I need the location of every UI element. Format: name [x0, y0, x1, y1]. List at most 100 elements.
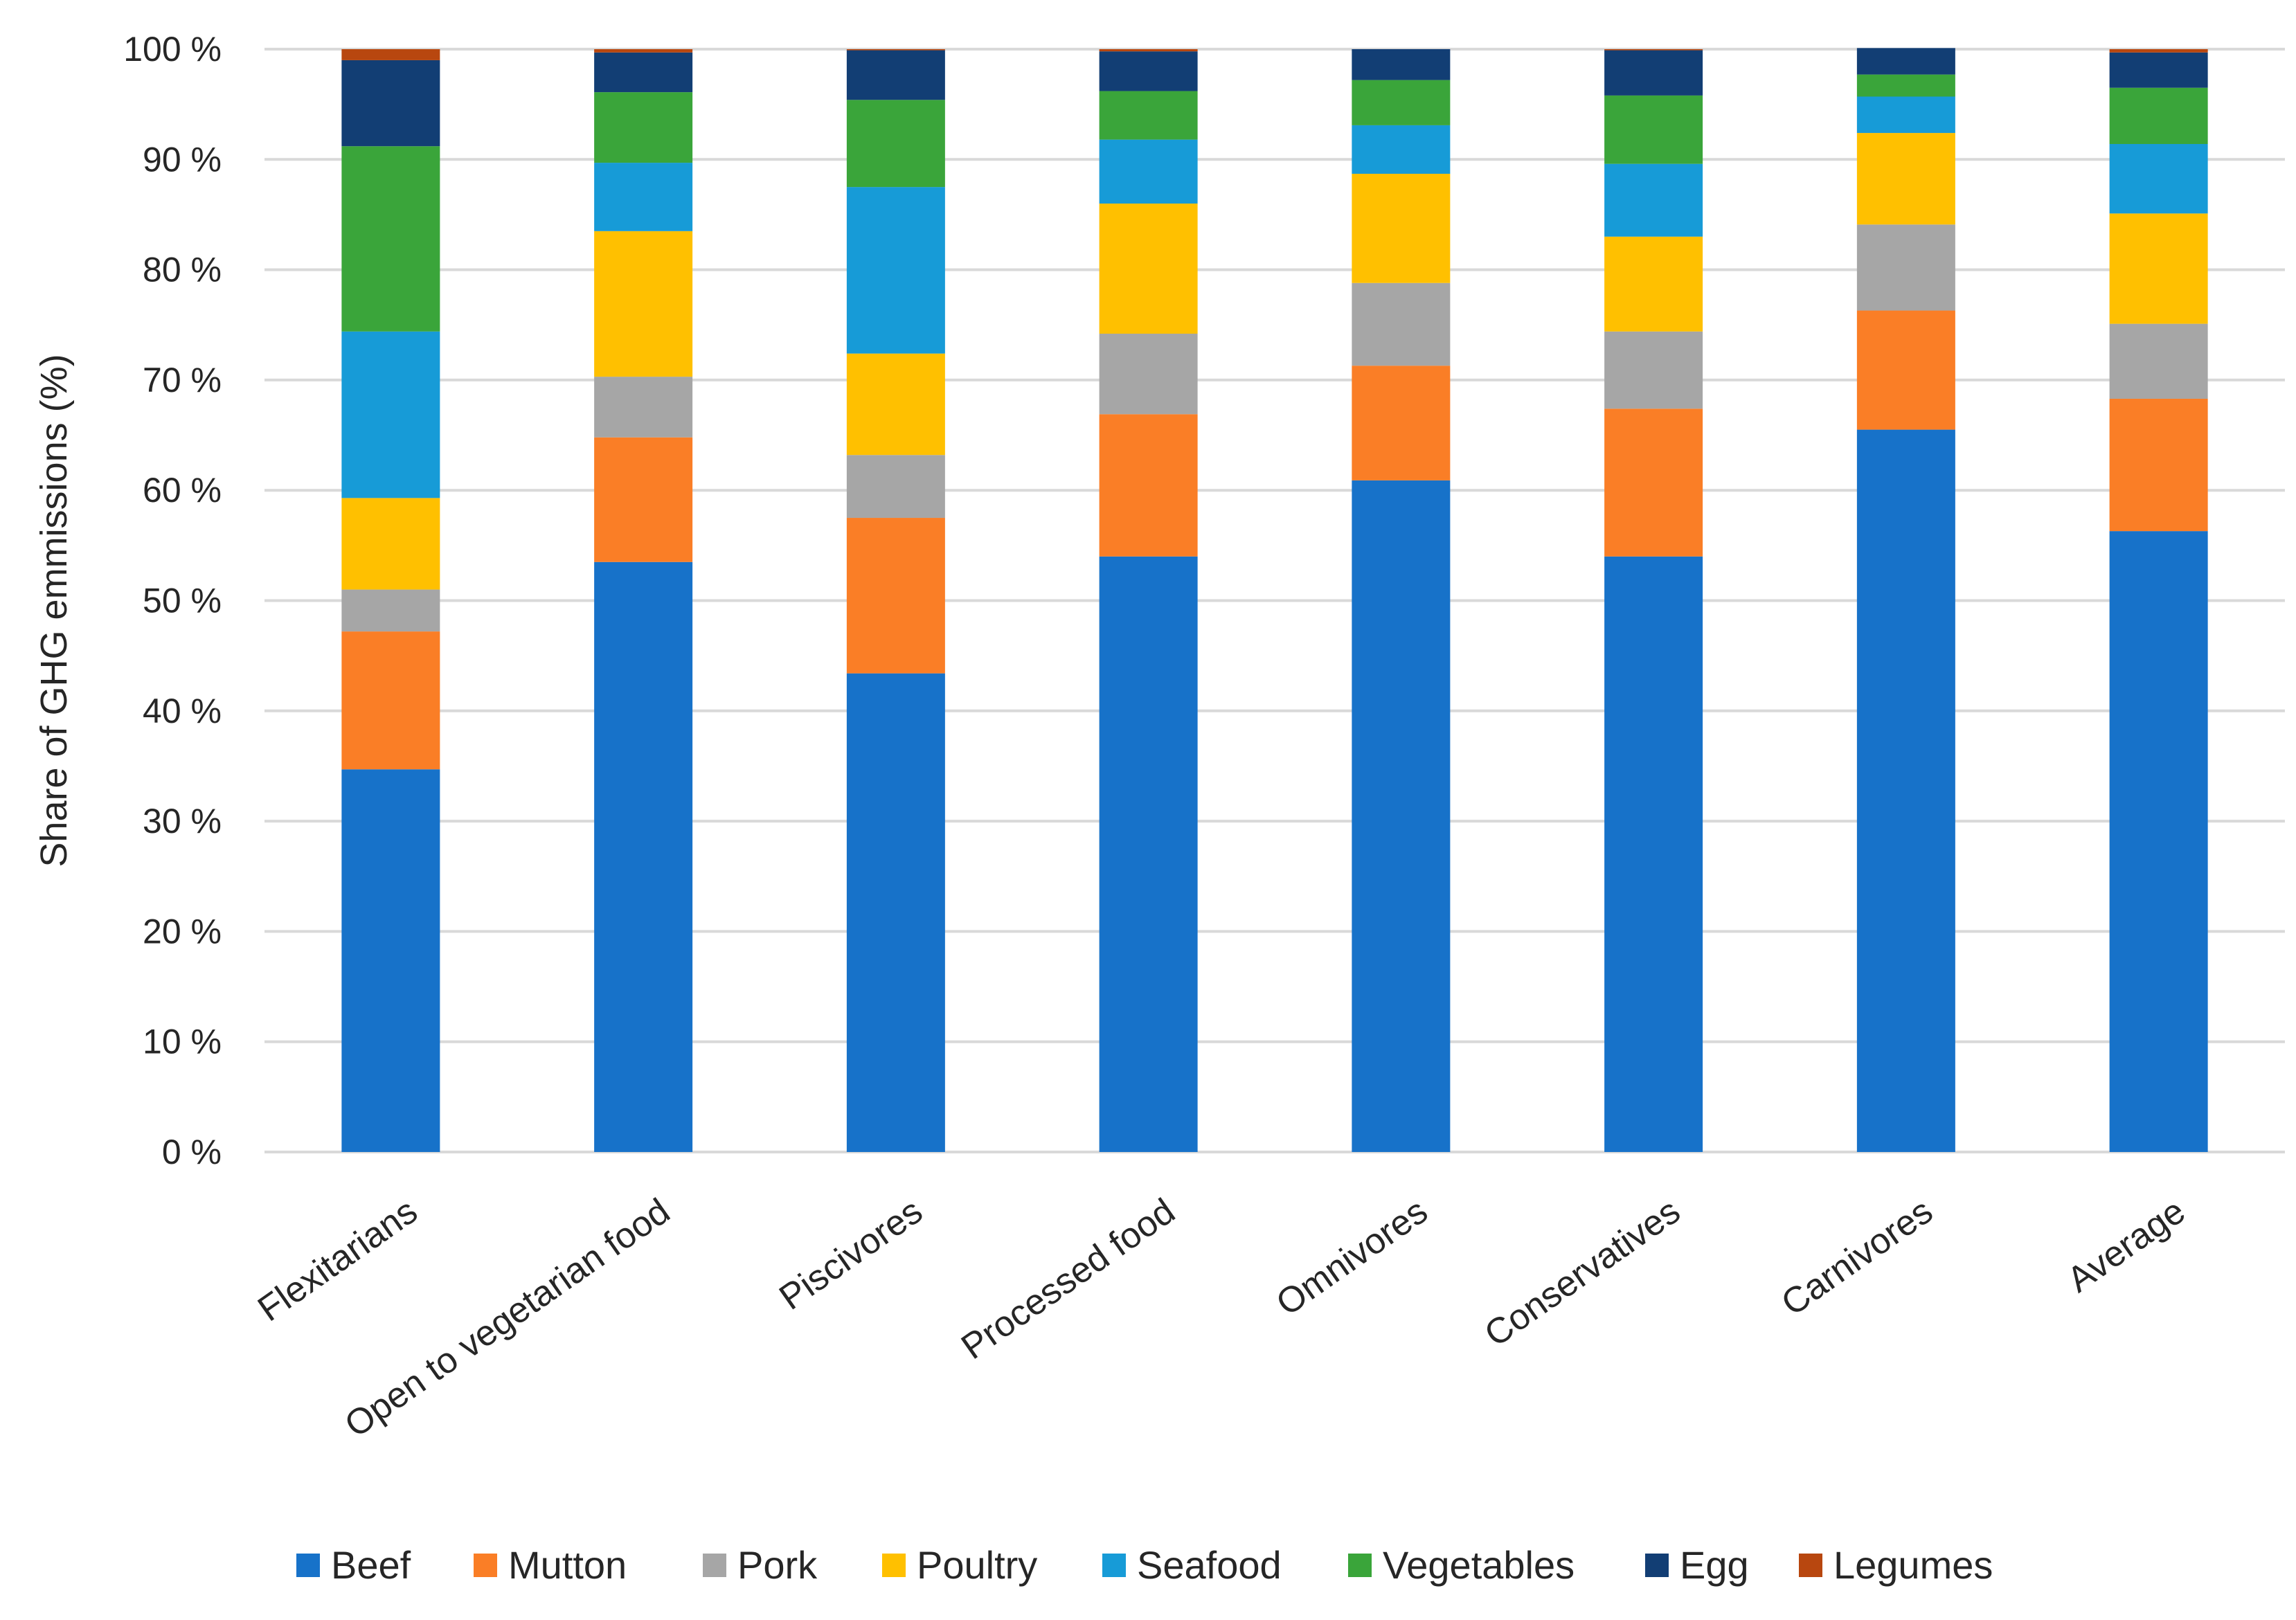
x-category-label-conservatives: Conservatives — [1478, 1191, 1687, 1354]
legend-swatch-pork — [703, 1554, 726, 1577]
bar-segment-omnivores-pork — [1352, 282, 1451, 366]
legend-swatch-seafood — [1102, 1554, 1126, 1577]
bar-segment-flexitarians-legumes — [341, 49, 440, 60]
bar-segment-flexitarians-pork — [341, 589, 440, 632]
bar-segment-open-to-vegetarian-food-legumes — [594, 49, 693, 53]
x-category-label-omnivores: Omnivores — [1269, 1191, 1435, 1324]
legend-swatch-mutton — [474, 1554, 497, 1577]
bar-segment-open-to-vegetarian-food-seafood — [594, 163, 693, 231]
bar-segment-processed-food-seafood — [1099, 139, 1198, 204]
legend-label-vegetables: Vegetables — [1383, 1543, 1575, 1587]
bar-segment-average-legumes — [2109, 49, 2208, 53]
bar-segment-open-to-vegetarian-food-vegetables — [594, 92, 693, 163]
bar-segment-open-to-vegetarian-food-pork — [594, 377, 693, 438]
y-tick-label-100: 100 % — [123, 30, 222, 69]
bar-segment-processed-food-poultry — [1099, 204, 1198, 334]
bar-stack-piscivores — [846, 49, 945, 1152]
bar-segment-processed-food-pork — [1099, 333, 1198, 415]
bar-segment-flexitarians-vegetables — [341, 146, 440, 332]
bar-segment-carnivores-egg — [1856, 48, 1955, 75]
legend-swatch-poultry — [882, 1554, 906, 1577]
bar-stack-average — [2109, 49, 2208, 1152]
bar-stack-open-to-vegetarian-food — [594, 49, 693, 1152]
bar-segment-carnivores-seafood — [1856, 96, 1955, 134]
bar-stack-processed-food — [1099, 49, 1198, 1152]
x-category-label-carnivores: Carnivores — [1775, 1191, 1940, 1324]
bar-segment-conservatives-mutton — [1604, 408, 1703, 557]
legend-swatch-egg — [1645, 1554, 1669, 1577]
bar-segment-open-to-vegetarian-food-beef — [594, 561, 693, 1152]
y-axis-ticks: 0 % 10 % 20 % 30 % 40 % 50 % 60 % 70 % 80 % 90 % 1… — [123, 30, 222, 1171]
bar-segment-conservatives-egg — [1604, 50, 1703, 96]
bar-segment-average-poultry — [2109, 213, 2208, 324]
bar-segment-carnivores-beef — [1856, 429, 1955, 1153]
bar-segment-omnivores-beef — [1352, 480, 1451, 1152]
legend-label-seafood: Seafood — [1137, 1543, 1282, 1587]
bar-segment-conservatives-vegetables — [1604, 95, 1703, 164]
bar-segment-average-pork — [2109, 323, 2208, 399]
y-tick-label-50: 50 % — [143, 582, 222, 620]
bar-stack-flexitarians — [341, 49, 440, 1152]
bar-segment-piscivores-beef — [846, 673, 945, 1152]
bar-segment-carnivores-poultry — [1856, 133, 1955, 225]
bar-segment-piscivores-seafood — [846, 187, 945, 354]
y-tick-label-40: 40 % — [143, 692, 222, 730]
bar-segment-conservatives-beef — [1604, 556, 1703, 1152]
legend: Beef Mutton Pork Poultry Seafood Vegetables Eg… — [296, 1543, 1993, 1587]
y-tick-label-90: 90 % — [143, 140, 222, 179]
x-category-label-processed-food: Processed food — [954, 1191, 1182, 1367]
x-category-label-average: Average — [2060, 1191, 2192, 1300]
x-category-label-flexitarians: Flexitarians — [251, 1191, 424, 1329]
bar-segment-piscivores-poultry — [846, 353, 945, 456]
y-tick-label-0: 0 % — [162, 1133, 222, 1171]
bar-segment-flexitarians-mutton — [341, 631, 440, 770]
y-tick-label-80: 80 % — [143, 251, 222, 289]
y-tick-label-70: 70 % — [143, 361, 222, 399]
bar-segment-omnivores-vegetables — [1352, 80, 1451, 125]
bar-segment-open-to-vegetarian-food-egg — [594, 52, 693, 93]
bar-segment-flexitarians-poultry — [341, 498, 440, 590]
y-tick-label-30: 30 % — [143, 802, 222, 840]
bar-segment-open-to-vegetarian-food-poultry — [594, 231, 693, 377]
y-tick-label-20: 20 % — [143, 912, 222, 951]
y-axis-title: Share of GHG emmissions (%) — [33, 354, 75, 867]
bar-segment-average-mutton — [2109, 398, 2208, 532]
bar-segment-conservatives-legumes — [1604, 49, 1703, 51]
bar-segment-average-beef — [2109, 531, 2208, 1152]
bar-segment-piscivores-egg — [846, 50, 945, 100]
legend-label-egg: Egg — [1680, 1543, 1749, 1587]
bar-segment-flexitarians-seafood — [341, 331, 440, 498]
legend-label-beef: Beef — [331, 1543, 411, 1587]
legend-label-legumes: Legumes — [1833, 1543, 1993, 1587]
bar-segment-omnivores-seafood — [1352, 125, 1451, 174]
bar-segment-processed-food-legumes — [1099, 49, 1198, 52]
bar-segment-processed-food-mutton — [1099, 414, 1198, 557]
bar-segment-piscivores-vegetables — [846, 100, 945, 188]
legend-label-pork: Pork — [737, 1543, 818, 1587]
bar-segment-omnivores-egg — [1352, 49, 1451, 80]
bar-segment-piscivores-legumes — [846, 49, 945, 51]
bar-segment-conservatives-poultry — [1604, 236, 1703, 332]
bar-segment-piscivores-mutton — [846, 518, 945, 674]
bar-segment-average-seafood — [2109, 143, 2208, 214]
legend-swatch-beef — [296, 1554, 320, 1577]
bar-segment-carnivores-vegetables — [1856, 74, 1955, 97]
bar-segment-processed-food-egg — [1099, 51, 1198, 91]
legend-label-mutton: Mutton — [508, 1543, 627, 1587]
bar-segment-open-to-vegetarian-food-mutton — [594, 437, 693, 562]
legend-label-poultry: Poultry — [917, 1543, 1037, 1587]
bar-segment-conservatives-pork — [1604, 331, 1703, 409]
bar-stack-carnivores — [1856, 48, 1955, 1153]
bar-segment-conservatives-seafood — [1604, 163, 1703, 237]
bar-segment-omnivores-poultry — [1352, 174, 1451, 283]
bar-segment-carnivores-pork — [1856, 224, 1955, 311]
bar-segment-flexitarians-beef — [341, 769, 440, 1152]
y-tick-label-60: 60 % — [143, 471, 222, 510]
bar-segment-average-egg — [2109, 52, 2208, 88]
legend-swatch-legumes — [1799, 1554, 1822, 1577]
y-tick-label-10: 10 % — [143, 1023, 222, 1061]
x-category-label-piscivores: Piscivores — [772, 1191, 929, 1317]
